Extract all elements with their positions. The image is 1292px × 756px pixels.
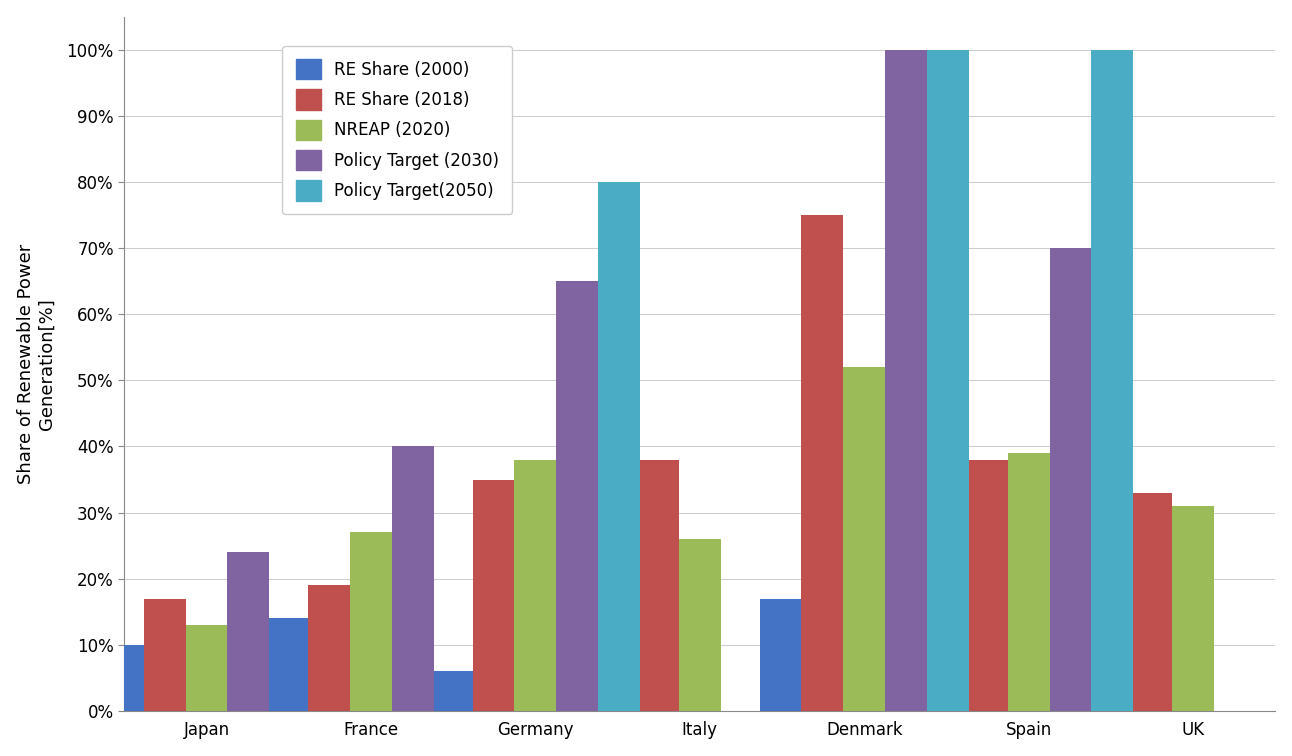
Bar (678, 539, 721, 711)
Bar (598, 182, 640, 711)
Y-axis label: Share of Renewable Power
Generation[%]: Share of Renewable Power Generation[%] (17, 243, 56, 484)
Bar (514, 460, 557, 711)
Bar (1088, 698, 1130, 711)
Bar (928, 50, 969, 711)
Bar (885, 50, 928, 711)
Bar (1092, 50, 1133, 711)
Bar (227, 552, 269, 711)
Bar (801, 215, 844, 711)
Bar (1130, 493, 1172, 711)
Bar (102, 645, 143, 711)
Bar (473, 479, 514, 711)
Bar (391, 447, 434, 711)
Bar (596, 572, 637, 711)
Bar (266, 618, 307, 711)
Bar (557, 281, 598, 711)
Bar (186, 625, 227, 711)
Bar (1172, 506, 1214, 711)
Bar (1049, 248, 1092, 711)
Bar (350, 532, 391, 711)
Bar (637, 460, 678, 711)
Bar (1008, 453, 1049, 711)
Bar (430, 671, 473, 711)
Bar (760, 599, 801, 711)
Bar (924, 605, 966, 711)
Bar (844, 367, 885, 711)
Bar (966, 460, 1008, 711)
Bar (143, 599, 186, 711)
Legend: RE Share (2000), RE Share (2018), NREAP (2020), Policy Target (2030), Policy Tar: RE Share (2000), RE Share (2018), NREAP … (282, 46, 512, 214)
Bar (307, 585, 350, 711)
